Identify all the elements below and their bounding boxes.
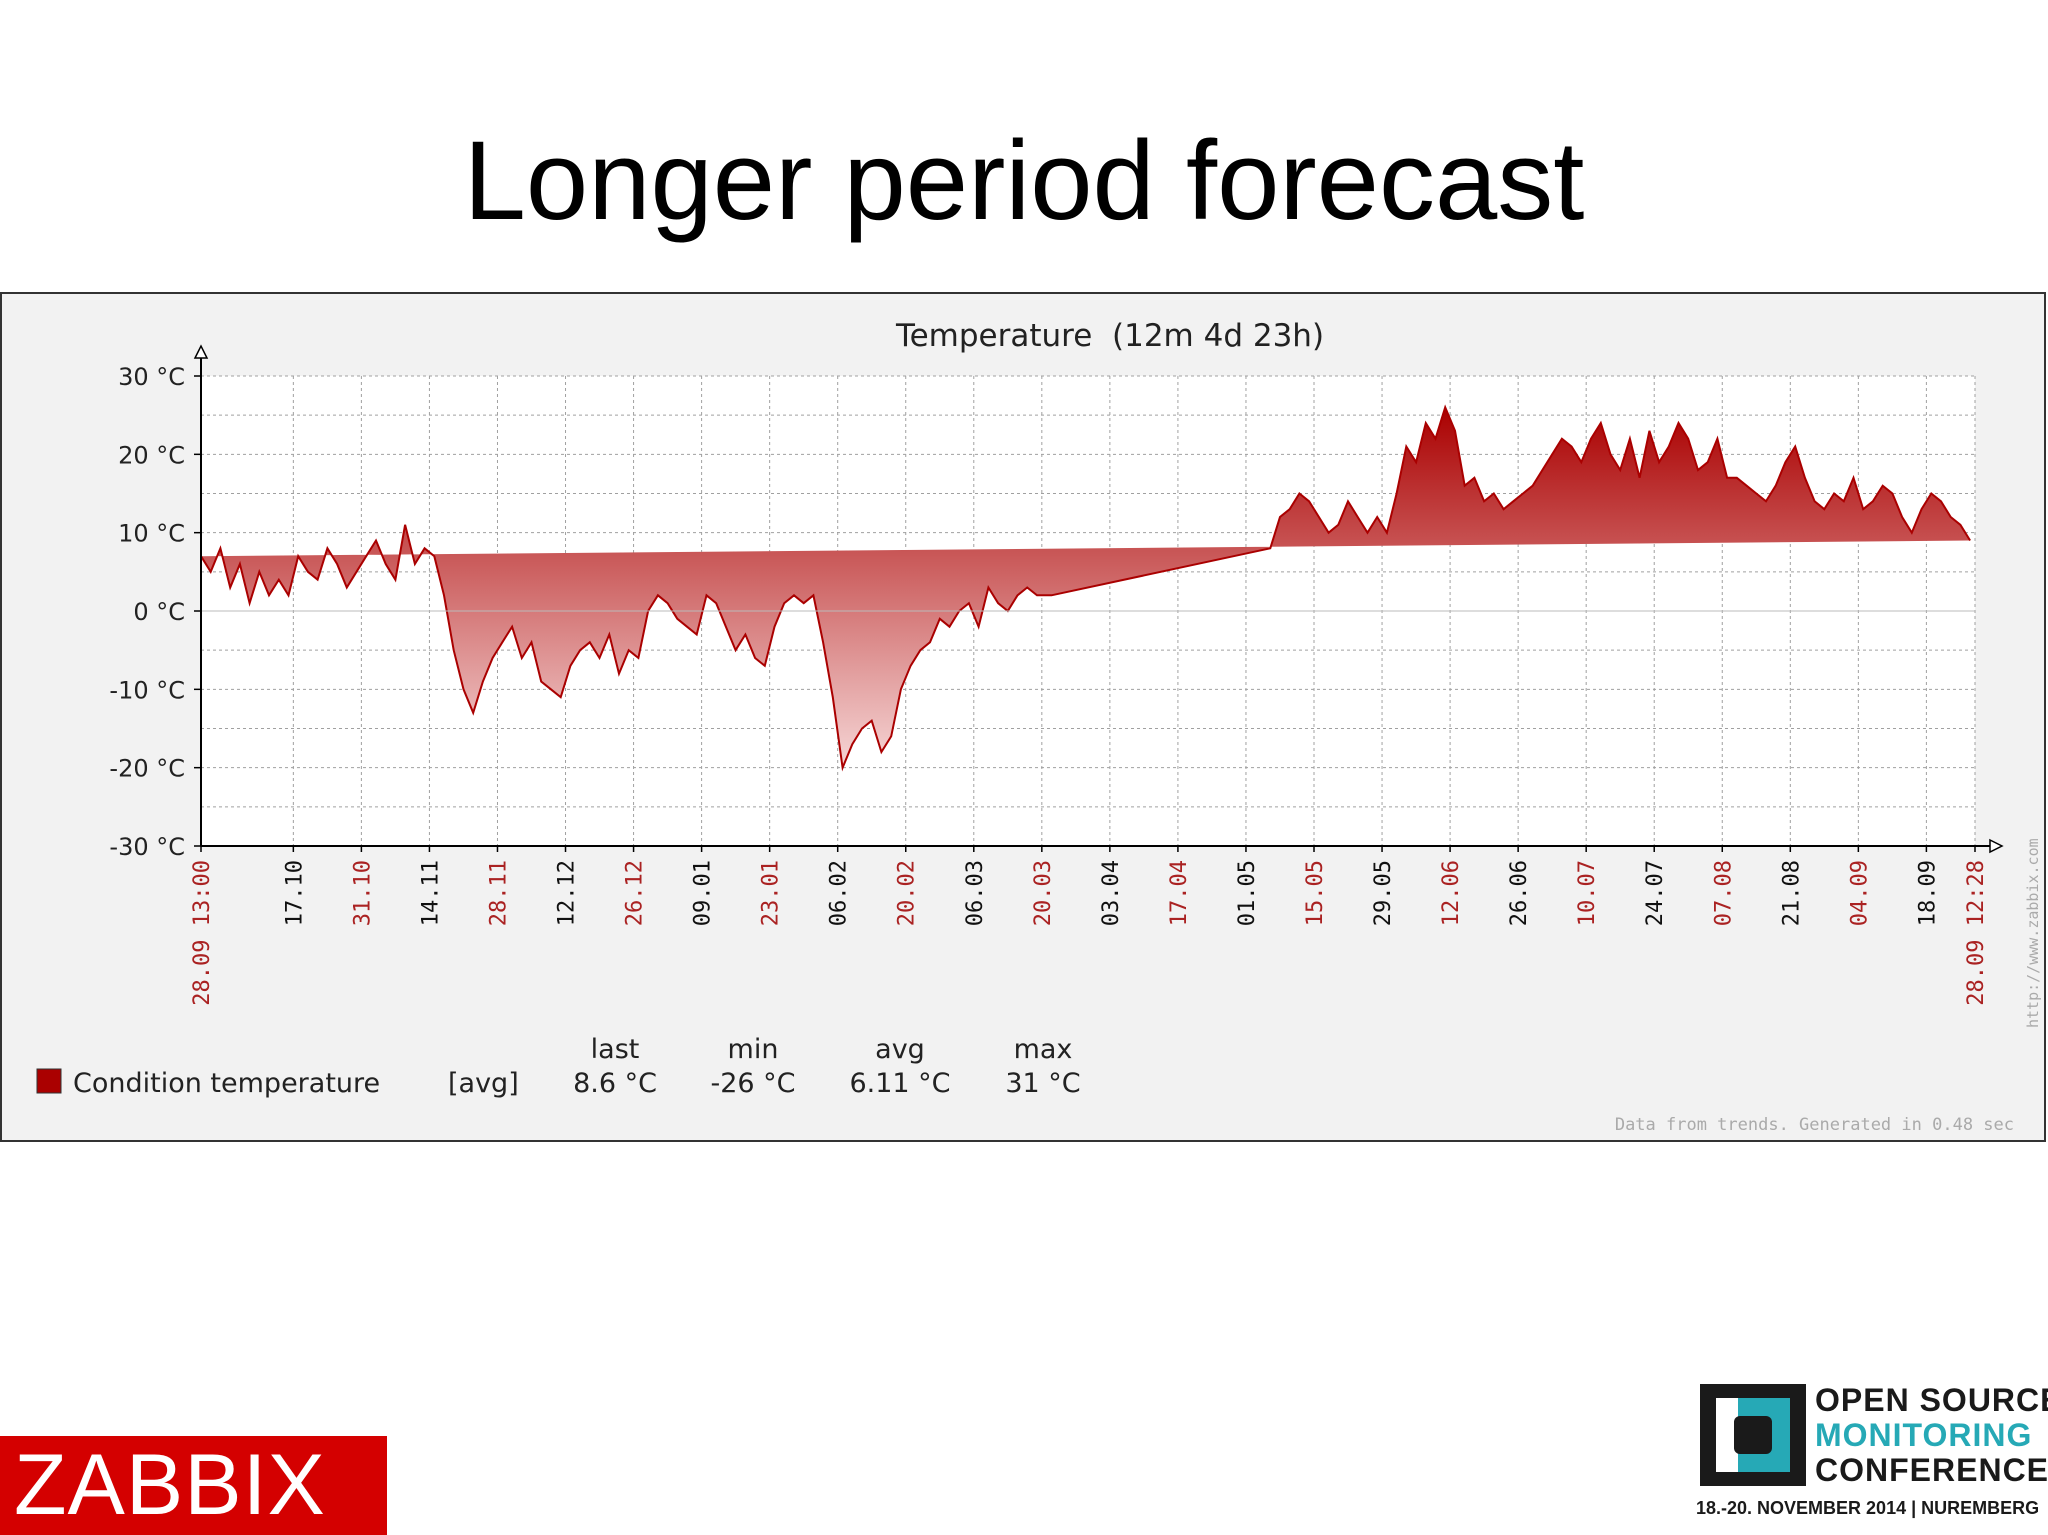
zabbix-graph-panel: 30 °C 20 °C 10 °C 0 °C -10 °C -20 °C -30 °C 28… xyxy=(0,292,2046,1142)
osmc-date-location: 18.-20. NOVEMBER 2014 | NUREMBERG xyxy=(1696,1498,2040,1518)
temperature-chart: 30 °C 20 °C 10 °C 0 °C -10 °C -20 °C -30 °C 28… xyxy=(36,318,2042,1135)
x-tick-label: 20.02 xyxy=(895,860,920,926)
osmc-line-conference: CONFERENCE xyxy=(1815,1452,2048,1488)
legend: Condition temperature [avg] last min avg… xyxy=(36,1034,1081,1099)
legend-value-min: -26 °C xyxy=(710,1068,795,1099)
x-tick-label: 20.03 xyxy=(1031,860,1056,926)
legend-header-max: max xyxy=(1014,1034,1073,1065)
x-tick-label: 26.06 xyxy=(1507,860,1532,926)
watermark-url: http://www.zabbix.com xyxy=(2024,838,2042,1028)
legend-swatch xyxy=(36,1068,62,1094)
x-tick-label: 28.09 13:00 xyxy=(190,860,215,1006)
series-line-condition-temperature xyxy=(200,404,1971,772)
x-tick-label: 01.05 xyxy=(1235,860,1260,926)
slide-title: Longer period forecast xyxy=(463,118,1585,243)
legend-value-last: 8.6 °C xyxy=(573,1068,657,1099)
x-tick-label: 14.11 xyxy=(418,860,443,926)
y-tick-label: -10 °C xyxy=(109,676,185,704)
x-tick-label: 09.01 xyxy=(691,860,716,926)
x-tick-label: 07.08 xyxy=(1711,860,1736,926)
y-tick-label: 10 °C xyxy=(118,520,185,548)
x-tick-label: 23.01 xyxy=(759,860,784,926)
x-tick-label: 10.07 xyxy=(1575,860,1600,926)
x-tick-label: 15.05 xyxy=(1303,860,1328,926)
x-tick-label: 06.02 xyxy=(827,860,852,926)
y-axis-arrow-icon xyxy=(193,344,209,359)
y-tick-labels: 30 °C 20 °C 10 °C 0 °C -10 °C -20 °C -30 °C xyxy=(109,363,201,861)
legend-header-min: min xyxy=(728,1034,779,1065)
x-tick-label: 29.05 xyxy=(1371,860,1396,926)
x-tick-label: 24.07 xyxy=(1643,860,1668,926)
legend-header-avg: avg xyxy=(875,1034,925,1065)
osmc-line-open-source: OPEN SOURCE xyxy=(1815,1382,2048,1418)
x-tick-label: 28.11 xyxy=(487,860,512,926)
x-axis-arrow-icon xyxy=(1989,838,2004,854)
x-tick-label: 03.04 xyxy=(1099,860,1124,926)
legend-header-last: last xyxy=(591,1034,640,1065)
y-tick-label: -30 °C xyxy=(109,833,185,861)
y-tick-label: 0 °C xyxy=(133,598,185,626)
y-tick-label: 20 °C xyxy=(118,441,185,469)
x-tick-label: 12.06 xyxy=(1439,860,1464,926)
legend-value-max: 31 °C xyxy=(1005,1068,1080,1099)
x-tick-label: 26.12 xyxy=(623,860,648,926)
legend-series-function: [avg] xyxy=(448,1068,519,1099)
x-tick-labels: 28.09 13:00 17.10 31.10 14.11 28.11 12.12 26.1… xyxy=(190,846,1989,1006)
x-tick-label: 06.03 xyxy=(963,860,988,926)
osmc-line-monitoring: MONITORING xyxy=(1815,1417,2033,1453)
y-tick-label: 30 °C xyxy=(118,363,185,391)
x-tick-label: 31.10 xyxy=(350,860,375,926)
x-tick-label: 12.12 xyxy=(555,860,580,926)
legend-value-avg: 6.11 °C xyxy=(849,1068,950,1099)
x-tick-label: 28.09 12:28 xyxy=(1964,860,1989,1006)
axes xyxy=(193,344,2004,854)
x-tick-label: 04.09 xyxy=(1847,860,1872,926)
x-tick-label: 21.08 xyxy=(1779,860,1804,926)
legend-series-name: Condition temperature xyxy=(73,1068,380,1099)
osmc-logo: OPEN SOURCE MONITORING CONFERENCE 18.-20… xyxy=(1696,1380,2048,1530)
x-tick-label: 18.09 xyxy=(1915,860,1940,926)
x-tick-label: 17.04 xyxy=(1167,860,1192,926)
x-tick-label: 17.10 xyxy=(282,860,307,926)
y-tick-label: -20 °C xyxy=(109,755,185,783)
chart-title: Temperature (12m 4d 23h) xyxy=(895,318,1324,354)
zabbix-logo: ZABBIX xyxy=(0,1436,387,1535)
footer-note: Data from trends. Generated in 0.48 sec xyxy=(1615,1115,2014,1135)
osmc-square-icon xyxy=(1700,1384,1806,1486)
